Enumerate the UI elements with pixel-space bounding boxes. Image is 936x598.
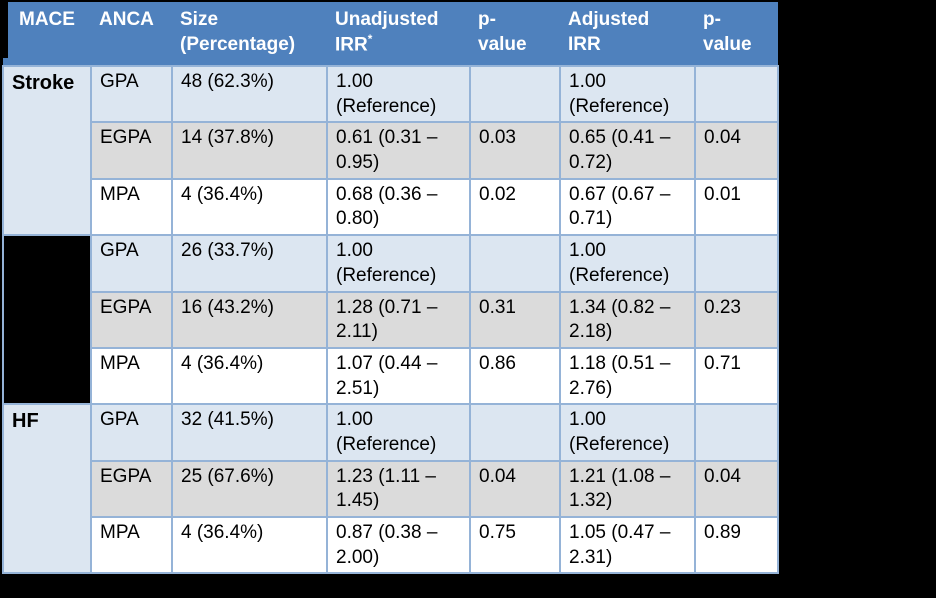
anca-cell: EGPA xyxy=(90,290,173,349)
p-value-cell: 0.86 xyxy=(469,346,561,406)
irr-results-table: MACE ANCA Size (Percentage) Unadjusted I… xyxy=(2,2,779,575)
header-left-black-strip xyxy=(0,0,8,58)
p-value-cell: 0.04 xyxy=(694,121,779,180)
header-row: MACE ANCA Size (Percentage) Unadjusted I… xyxy=(3,2,778,66)
p-value-cell xyxy=(694,403,779,462)
unadjusted-irr-cell: 0.87 (0.38 – 2.00) xyxy=(326,515,471,575)
p-value-cell: 0.03 xyxy=(469,121,561,180)
size-cell: 48 (62.3%) xyxy=(171,64,328,124)
unadjusted-irr-cell: 1.28 (0.71 – 2.11) xyxy=(326,290,471,349)
adjusted-irr-cell: 1.00 (Reference) xyxy=(559,403,696,462)
table-row: MPA 4 (36.4%) 1.07 (0.44 – 2.51) 0.86 1.… xyxy=(3,346,779,406)
adjusted-irr-cell: 0.65 (0.41 – 0.72) xyxy=(559,121,696,180)
p-value-cell: 0.02 xyxy=(469,177,561,237)
unadjusted-irr-cell: 0.61 (0.31 – 0.95) xyxy=(326,121,471,180)
anca-cell: MPA xyxy=(90,177,173,237)
p-value-cell: 0.23 xyxy=(694,290,779,349)
unadjusted-irr-cell: 1.23 (1.11 – 1.45) xyxy=(326,459,471,519)
table-row: MPA 4 (36.4%) 0.87 (0.38 – 2.00) 0.75 1.… xyxy=(3,515,779,575)
unadjusted-irr-cell: 1.07 (0.44 – 2.51) xyxy=(326,346,471,406)
size-cell: 14 (37.8%) xyxy=(171,121,328,180)
column-header-unadjusted-irr: Unadjusted IRR* xyxy=(327,2,470,66)
column-header-mace: MACE xyxy=(3,2,91,66)
p-value-cell: 0.31 xyxy=(469,290,561,349)
column-header-p-value-2: p-value xyxy=(695,2,778,66)
p-value-cell: 0.04 xyxy=(694,459,779,519)
footnote-asterisk: * xyxy=(367,33,373,47)
p-value-cell xyxy=(469,234,561,293)
table-row: MPA 4 (36.4%) 0.68 (0.36 – 0.80) 0.02 0.… xyxy=(3,177,779,237)
table-row: EGPA 16 (43.2%) 1.28 (0.71 – 2.11) 0.31 … xyxy=(3,290,779,349)
unadjusted-irr-cell: 1.00 (Reference) xyxy=(326,234,471,293)
size-cell: 26 (33.7%) xyxy=(171,234,328,293)
adjusted-irr-cell: 1.21 (1.08 – 1.32) xyxy=(559,459,696,519)
table-row: HF GPA 32 (41.5%) 1.00 (Reference) 1.00 … xyxy=(2,403,779,575)
adjusted-irr-cell: 1.18 (0.51 – 2.76) xyxy=(559,346,696,406)
size-cell: 4 (36.4%) xyxy=(171,346,328,406)
size-cell: 4 (36.4%) xyxy=(171,177,328,237)
column-header-anca: ANCA xyxy=(91,2,172,66)
size-cell: 32 (41.5%) xyxy=(171,403,328,462)
size-cell: 16 (43.2%) xyxy=(171,290,328,349)
unadjusted-irr-cell: 0.68 (0.36 – 0.80) xyxy=(326,177,471,237)
p-value-cell: 0.71 xyxy=(694,346,779,406)
unadjusted-irr-cell: 1.00 (Reference) xyxy=(326,403,471,462)
anca-cell: EGPA xyxy=(90,121,173,180)
column-header-adjusted-irr: Adjusted IRR xyxy=(560,2,695,66)
size-cell: 25 (67.6%) xyxy=(171,459,328,519)
p-value-cell: 0.01 xyxy=(694,177,779,237)
size-cell: 4 (36.4%) xyxy=(171,515,328,575)
mace-group-label-stroke: Stroke xyxy=(2,64,92,237)
anca-cell: MPA xyxy=(90,346,173,406)
p-value-cell: 0.04 xyxy=(469,459,561,519)
anca-cell: MPA xyxy=(90,515,173,575)
anca-cell: GPA xyxy=(90,64,173,124)
adjusted-irr-cell: 1.34 (0.82 – 2.18) xyxy=(559,290,696,349)
p-value-cell xyxy=(694,234,779,293)
mace-group-label-redacted xyxy=(2,234,92,406)
p-value-cell xyxy=(469,64,561,124)
table-row: Stroke GPA 48 (62.3%) 1.00 (Reference) 1… xyxy=(2,64,779,237)
table-row: EGPA 14 (37.8%) 0.61 (0.31 – 0.95) 0.03 … xyxy=(3,121,779,180)
p-value-cell xyxy=(694,64,779,124)
table-row: GPA 26 (33.7%) 1.00 (Reference) 1.00 (Re… xyxy=(2,234,779,406)
unadjusted-irr-cell: 1.00 (Reference) xyxy=(326,64,471,124)
adjusted-irr-cell: 1.00 (Reference) xyxy=(559,64,696,124)
anca-cell: EGPA xyxy=(90,459,173,519)
p-value-cell: 0.75 xyxy=(469,515,561,575)
p-value-cell xyxy=(469,403,561,462)
mace-group-label-hf: HF xyxy=(2,403,92,575)
adjusted-irr-cell: 1.05 (0.47 – 2.31) xyxy=(559,515,696,575)
anca-cell: GPA xyxy=(90,234,173,293)
adjusted-irr-cell: 1.00 (Reference) xyxy=(559,234,696,293)
adjusted-irr-cell: 0.67 (0.67 – 0.71) xyxy=(559,177,696,237)
column-header-p-value-1: p-value xyxy=(470,2,560,66)
table-row: EGPA 25 (67.6%) 1.23 (1.11 – 1.45) 0.04 … xyxy=(3,459,779,519)
p-value-cell: 0.89 xyxy=(694,515,779,575)
anca-cell: GPA xyxy=(90,403,173,462)
column-header-size: Size (Percentage) xyxy=(172,2,327,66)
